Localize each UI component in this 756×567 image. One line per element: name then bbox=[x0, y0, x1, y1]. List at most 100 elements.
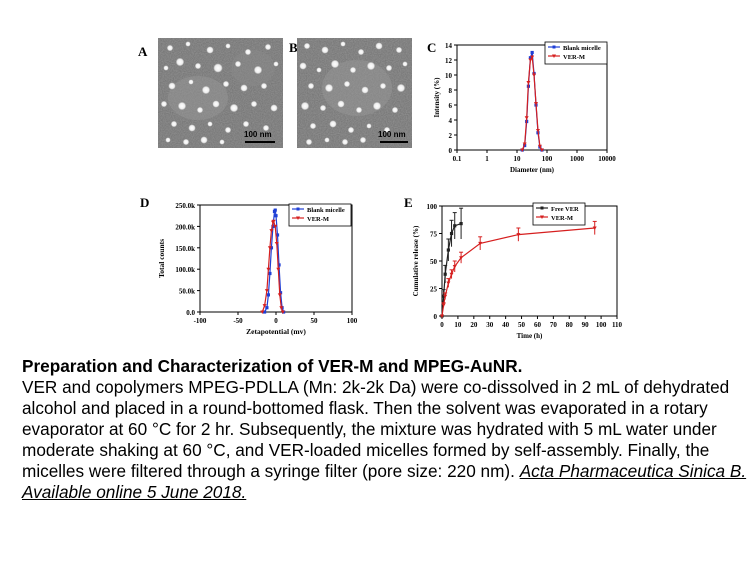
caption-body: VER and copolymers MPEG-PDLLA (Mn: 2k-2k… bbox=[22, 377, 730, 481]
y-tick-label: 0 bbox=[434, 313, 438, 321]
data-point bbox=[516, 233, 521, 237]
data-point bbox=[279, 306, 284, 310]
scale-bar-a bbox=[245, 141, 275, 143]
data-point bbox=[277, 263, 281, 267]
y-tick-label: 4 bbox=[449, 117, 453, 125]
x-tick-label: 0 bbox=[274, 317, 278, 325]
caption-title: Preparation and Characterization of VER-… bbox=[22, 356, 523, 376]
y-tick-label: 6 bbox=[449, 102, 453, 110]
data-point bbox=[277, 293, 282, 297]
x-tick-label: 30 bbox=[486, 321, 494, 329]
series-line-2 bbox=[521, 55, 543, 151]
chart-e-release: 0 10 20 30 40 50 60 70 80 90 100 110 0 25 50 75 100 Time … bbox=[412, 202, 623, 340]
data-point bbox=[260, 310, 265, 314]
legend-label: Blank micelle bbox=[563, 45, 601, 52]
panel-a-label: A bbox=[138, 44, 148, 59]
x-tick-label: 60 bbox=[534, 321, 542, 329]
series-line-2 bbox=[441, 227, 595, 317]
panel-c-label: C bbox=[427, 40, 437, 55]
y-tick-label: 200.0k bbox=[175, 223, 195, 231]
x-tick-label: 10000 bbox=[598, 155, 616, 163]
y-tick-label: 12 bbox=[445, 57, 453, 65]
scale-label-a: 100 nm bbox=[244, 130, 272, 139]
data-point bbox=[273, 208, 277, 212]
data-point bbox=[528, 56, 533, 60]
y-tick-label: 250.0k bbox=[175, 202, 195, 210]
y-tick-label: 14 bbox=[445, 42, 453, 50]
x-axis-label: Zetapotential (mv) bbox=[246, 327, 306, 336]
data-point bbox=[537, 144, 542, 149]
x-tick-label: -100 bbox=[194, 317, 207, 325]
legend-marker bbox=[540, 206, 544, 210]
x-tick-label: 1000 bbox=[570, 155, 585, 163]
legend-marker bbox=[296, 207, 300, 211]
panel-e-label: E bbox=[404, 195, 413, 210]
x-tick-label: 40 bbox=[502, 321, 510, 329]
data-point bbox=[266, 267, 271, 272]
legend-label: VER-M bbox=[563, 54, 585, 61]
figure-caption: Preparation and Characterization of VER-… bbox=[22, 356, 747, 503]
legend-label: VER-M bbox=[551, 215, 573, 222]
x-tick-label: 0 bbox=[440, 321, 444, 329]
x-tick-label: 20 bbox=[470, 321, 478, 329]
data-point bbox=[459, 222, 463, 226]
data-point bbox=[446, 281, 451, 285]
y-tick-label: 100.0k bbox=[175, 266, 195, 274]
x-tick-label: 100 bbox=[596, 321, 607, 329]
data-point bbox=[520, 148, 525, 152]
y-tick-label: 8 bbox=[449, 87, 453, 95]
data-point bbox=[268, 271, 272, 276]
data-point bbox=[263, 310, 267, 314]
data-point bbox=[262, 304, 267, 308]
x-tick-label: 0.1 bbox=[453, 155, 462, 163]
data-point bbox=[276, 267, 281, 272]
data-point bbox=[271, 219, 276, 224]
data-point bbox=[449, 231, 454, 236]
data-point bbox=[530, 50, 534, 55]
x-tick-label: 100 bbox=[347, 317, 358, 325]
data-point bbox=[273, 224, 278, 229]
data-point bbox=[453, 224, 457, 228]
legend-box bbox=[544, 41, 608, 65]
data-point bbox=[266, 293, 270, 297]
data-point bbox=[265, 306, 269, 310]
data-point bbox=[532, 73, 537, 77]
plot-frame bbox=[456, 44, 608, 151]
data-point bbox=[443, 294, 448, 299]
y-axis-label: Total counts bbox=[157, 239, 166, 278]
scale-bar-b bbox=[380, 141, 408, 143]
x-tick-label: 100 bbox=[542, 155, 553, 163]
data-point bbox=[524, 116, 529, 120]
chart-c-size-distribution: 0.1 1 10 100 1000 10000 0 2 4 6 8 10 12 14 Diameter (n… bbox=[433, 41, 616, 174]
data-point bbox=[446, 248, 450, 252]
y-tick-label: 50 bbox=[430, 258, 438, 266]
data-point bbox=[271, 224, 275, 228]
data-point bbox=[280, 310, 285, 314]
data-point bbox=[526, 81, 531, 85]
data-point bbox=[269, 246, 274, 250]
y-tick-label: 50.0k bbox=[179, 288, 195, 296]
data-point bbox=[440, 314, 444, 318]
y-tick-label: 75 bbox=[430, 231, 438, 239]
data-point bbox=[522, 142, 527, 146]
x-tick-label: -50 bbox=[233, 317, 243, 325]
legend-label: Free VER bbox=[551, 206, 579, 213]
data-point bbox=[449, 272, 454, 277]
data-point bbox=[530, 55, 535, 59]
x-tick-label: 10 bbox=[514, 155, 522, 163]
panel-d-label: D bbox=[140, 195, 150, 210]
data-point bbox=[441, 303, 446, 307]
data-point bbox=[274, 214, 278, 218]
x-axis-label: Diameter (nm) bbox=[510, 166, 555, 174]
tem-image-b bbox=[297, 38, 412, 148]
caption-citation-link[interactable]: Acta Pharmaceutica Sinica B. Available o… bbox=[22, 461, 747, 502]
y-tick-label: 2 bbox=[449, 132, 453, 140]
legend-label: VER-M bbox=[307, 216, 329, 223]
data-point bbox=[278, 291, 283, 295]
x-tick-label: 110 bbox=[612, 321, 623, 329]
data-point bbox=[478, 241, 483, 246]
data-point bbox=[459, 256, 464, 260]
data-point bbox=[441, 294, 446, 298]
data-point bbox=[275, 233, 280, 237]
x-tick-label: 70 bbox=[550, 321, 558, 329]
